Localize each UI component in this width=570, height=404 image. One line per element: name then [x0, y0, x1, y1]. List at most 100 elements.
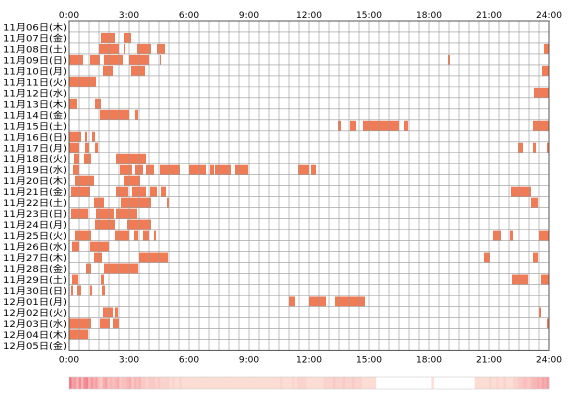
heat-strip-cell	[244, 377, 247, 389]
activity-segment	[404, 120, 408, 131]
heat-strip-cell	[489, 377, 492, 389]
row-label: 11月14日(金)	[3, 109, 67, 121]
heat-strip-cell	[131, 377, 135, 389]
heat-strip-cell	[400, 377, 403, 389]
heat-strip-cell	[297, 377, 300, 389]
heat-strip-cell	[172, 377, 175, 389]
row-label: 12月01日(月)	[3, 297, 67, 308]
heat-strip-cell	[78, 377, 82, 389]
activity-segment	[74, 153, 79, 164]
heat-strip-cell	[522, 377, 526, 389]
heat-strip-cell	[191, 377, 195, 389]
row-label: 12月02日(火)	[3, 308, 67, 319]
row-label: 12月05日(金)	[3, 340, 67, 352]
activity-segment	[157, 43, 165, 54]
heat-strip-cell	[251, 377, 255, 389]
heat-strip-cell	[292, 377, 295, 389]
heat-strip-cell	[388, 377, 391, 389]
heat-strip-cell	[301, 377, 305, 389]
heat-strip-cell	[177, 377, 180, 389]
heat-strip-cell	[532, 377, 535, 389]
activity-segment	[143, 230, 149, 241]
heat-strip-cell	[299, 377, 303, 389]
activity-segment	[103, 307, 113, 318]
activity-segment	[289, 296, 295, 307]
x-tick-label-top: 9:00	[239, 11, 259, 21]
heat-strip-cell	[347, 377, 351, 389]
activity-segment	[95, 142, 98, 153]
heat-strip-cell	[479, 377, 483, 389]
heat-strip-cell	[517, 377, 521, 389]
heat-strip-cell	[465, 377, 468, 389]
activity-segment	[69, 98, 77, 109]
activity-segment	[189, 164, 206, 175]
heat-strip-cell	[201, 377, 204, 389]
activity-segment	[71, 208, 88, 219]
activity-segment	[150, 186, 157, 197]
heat-strip-cell	[426, 377, 430, 389]
heat-strip-cell	[304, 377, 307, 389]
heat-strip-cell	[69, 377, 72, 389]
heat-strip-cell	[249, 377, 252, 389]
heat-strip-cell	[402, 377, 406, 389]
heat-strip-cell	[349, 377, 353, 389]
heat-strip-cell	[525, 377, 528, 389]
heat-strip-cell	[330, 377, 334, 389]
activity-segment	[533, 252, 538, 263]
heat-strip-cell	[412, 377, 415, 389]
row-label: 11月29日(土)	[3, 274, 67, 286]
heat-strip-cell	[537, 377, 540, 389]
row-label: 11月28日(金)	[3, 263, 67, 275]
x-tick-label-bottom: 21:00	[476, 355, 502, 365]
heat-strip-cell	[503, 377, 507, 389]
row-label: 11月22日(土)	[3, 197, 67, 209]
heat-strip-cell	[457, 377, 461, 389]
heat-strip-cell	[265, 377, 269, 389]
heat-strip-cell	[493, 377, 497, 389]
activity-segment	[69, 142, 79, 153]
activity-segment	[116, 186, 128, 197]
heat-strip-cell	[539, 377, 543, 389]
heat-strip-cell	[381, 377, 384, 389]
heat-strip-cell	[345, 377, 348, 389]
heat-strip-cell	[445, 377, 449, 389]
activity-segment	[146, 164, 154, 175]
heat-strip-cell	[121, 377, 125, 389]
heat-strip-cell	[215, 377, 219, 389]
row-label: 11月18日(火)	[3, 154, 67, 165]
row-label: 11月16日(日)	[3, 132, 67, 143]
activity-segment	[547, 142, 549, 153]
heat-strip-cell	[289, 377, 293, 389]
heat-strip-cell	[357, 377, 360, 389]
heat-strip-cell	[342, 377, 346, 389]
activity-segment	[71, 186, 90, 197]
x-tick-label-bottom: 9:00	[239, 355, 259, 365]
heat-strip-cell	[417, 377, 420, 389]
row-label: 11月12日(水)	[3, 87, 67, 99]
row-label: 11月13日(木)	[3, 98, 67, 110]
heat-strip-cell	[311, 377, 315, 389]
heat-strip-cell	[354, 377, 358, 389]
activity-segment	[534, 87, 549, 98]
activity-segment	[73, 164, 79, 175]
heat-strip-cell	[366, 377, 370, 389]
activity-segment	[544, 43, 549, 54]
activity-segment	[533, 142, 536, 153]
heat-strip-cell	[73, 377, 77, 389]
activity-segment	[139, 252, 168, 263]
x-tick-label-bottom: 6:00	[179, 355, 199, 365]
heat-strip-cell	[414, 377, 418, 389]
row-label: 11月06日(木)	[3, 21, 67, 33]
heat-strip-cell	[486, 377, 490, 389]
heat-strip-cell	[474, 377, 478, 389]
heat-strip-cell	[184, 377, 187, 389]
heat-strip-cell	[263, 377, 267, 389]
activity-segment	[96, 208, 114, 219]
activity-segment	[102, 285, 105, 296]
heat-strip-cell	[505, 377, 509, 389]
row-label: 11月08日(土)	[3, 43, 67, 55]
x-tick-label-bottom: 18:00	[416, 355, 442, 365]
heat-strip-cell	[467, 377, 471, 389]
heat-strip-cell	[405, 377, 408, 389]
